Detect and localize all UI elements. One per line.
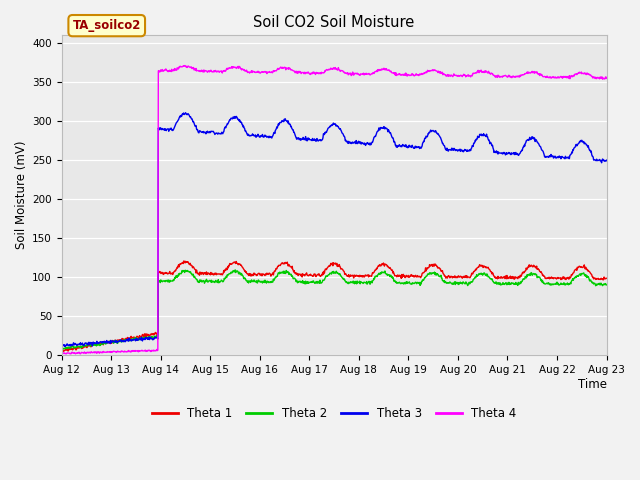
Theta 4: [603, 74, 611, 80]
Theta 3: [182, 110, 189, 116]
Theta 2: [58, 346, 66, 352]
Y-axis label: Soil Moisture (mV): Soil Moisture (mV): [15, 141, 28, 250]
Theta 1: [99, 342, 107, 348]
Theta 2: [603, 282, 611, 288]
Theta 1: [84, 343, 92, 348]
Theta 4: [284, 65, 292, 71]
Theta 1: [603, 276, 611, 281]
Theta 2: [582, 274, 590, 279]
Theta 4: [99, 348, 107, 354]
Theta 3: [478, 133, 486, 139]
Theta 3: [100, 339, 108, 345]
Theta 3: [84, 342, 92, 348]
Theta 2: [100, 340, 108, 346]
Legend: Theta 1, Theta 2, Theta 3, Theta 4: Theta 1, Theta 2, Theta 3, Theta 4: [147, 402, 522, 425]
Theta 1: [58, 349, 65, 355]
Theta 3: [58, 341, 65, 347]
Theta 3: [582, 142, 590, 148]
Theta 4: [582, 71, 589, 77]
Line: Theta 1: Theta 1: [61, 261, 607, 352]
Text: TA_soilco2: TA_soilco2: [72, 19, 141, 32]
Theta 2: [58, 346, 65, 351]
Theta 3: [603, 157, 611, 163]
Theta 1: [477, 262, 485, 268]
Theta 4: [58, 351, 65, 357]
Theta 2: [84, 342, 92, 348]
Theta 2: [478, 271, 486, 277]
X-axis label: Time: Time: [577, 377, 607, 391]
Theta 2: [284, 269, 292, 275]
Theta 2: [231, 267, 239, 273]
Theta 1: [196, 269, 204, 275]
Theta 3: [284, 118, 292, 124]
Line: Theta 2: Theta 2: [61, 270, 607, 349]
Theta 1: [284, 262, 292, 267]
Theta 3: [196, 128, 204, 134]
Theta 3: [61, 344, 69, 349]
Theta 4: [181, 63, 189, 69]
Theta 4: [477, 67, 485, 73]
Theta 2: [196, 277, 204, 283]
Theta 4: [196, 69, 204, 74]
Theta 1: [582, 264, 589, 270]
Line: Theta 3: Theta 3: [61, 113, 607, 347]
Title: Soil CO2 Soil Moisture: Soil CO2 Soil Moisture: [253, 15, 415, 30]
Theta 1: [180, 258, 188, 264]
Line: Theta 4: Theta 4: [61, 66, 607, 354]
Theta 4: [84, 349, 92, 355]
